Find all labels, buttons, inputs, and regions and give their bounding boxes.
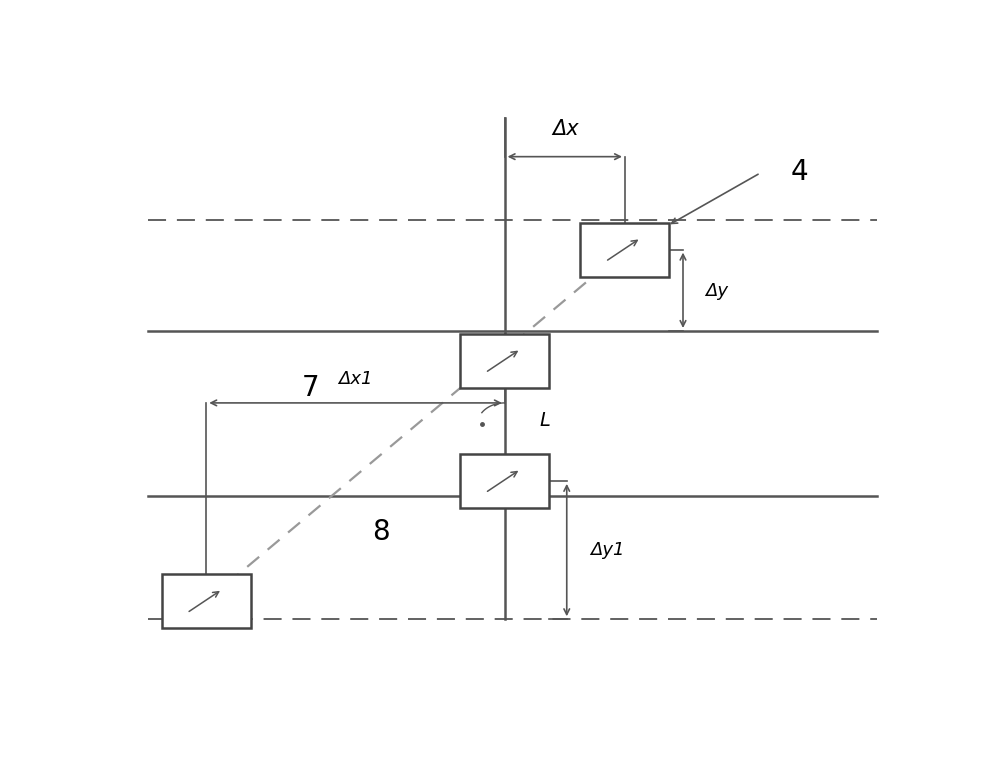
Text: 7: 7 xyxy=(302,374,320,402)
Bar xyxy=(580,223,669,277)
Text: Δx1: Δx1 xyxy=(338,370,372,388)
Bar xyxy=(162,574,251,628)
Text: Δx: Δx xyxy=(552,119,579,139)
Bar xyxy=(460,454,549,508)
Bar xyxy=(460,334,549,388)
Text: Δy: Δy xyxy=(705,282,728,300)
Text: L: L xyxy=(540,411,550,431)
Text: Δy1: Δy1 xyxy=(590,541,624,559)
Text: 4: 4 xyxy=(790,158,808,186)
Text: 8: 8 xyxy=(372,518,390,546)
